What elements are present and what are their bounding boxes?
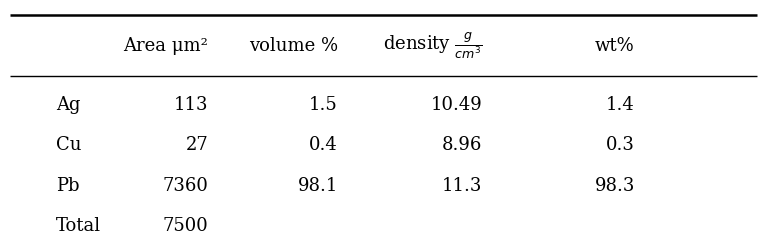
Text: 1.4: 1.4 [606,96,635,114]
Text: Ag: Ag [56,96,81,114]
Text: 0.4: 0.4 [309,136,337,154]
Text: 11.3: 11.3 [442,177,482,195]
Text: wt%: wt% [595,36,635,54]
Text: Area μm²: Area μm² [123,36,209,54]
Text: 7500: 7500 [163,217,209,235]
Text: 0.3: 0.3 [606,136,635,154]
Text: 10.49: 10.49 [431,96,482,114]
Text: Cu: Cu [56,136,81,154]
Text: 113: 113 [174,96,209,114]
Text: density $\frac{g}{cm^3}$: density $\frac{g}{cm^3}$ [383,30,482,61]
Text: Pb: Pb [56,177,80,195]
Text: volume %: volume % [249,36,337,54]
Text: 98.3: 98.3 [594,177,635,195]
Text: 8.96: 8.96 [442,136,482,154]
Text: Total: Total [56,217,101,235]
Text: 7360: 7360 [163,177,209,195]
Text: 27: 27 [186,136,209,154]
Text: 1.5: 1.5 [309,96,337,114]
Text: 98.1: 98.1 [298,177,337,195]
